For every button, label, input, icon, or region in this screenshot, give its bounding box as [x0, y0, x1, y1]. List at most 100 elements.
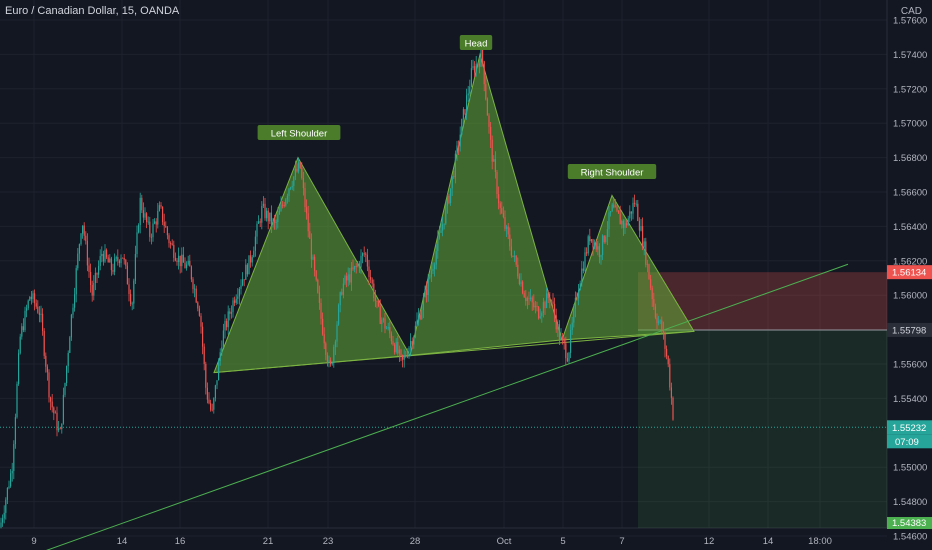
candle-body [187, 260, 189, 265]
candle-body [243, 279, 245, 281]
candle-body [416, 320, 418, 326]
candle-body [446, 196, 448, 206]
candle-body [366, 254, 368, 267]
candle-body [224, 321, 226, 331]
y-tick-label: 1.55600 [893, 360, 927, 371]
candle-body [253, 250, 255, 258]
candle-body [586, 252, 588, 254]
candle-body [482, 49, 484, 62]
candle-body [165, 226, 167, 228]
candle-body [520, 281, 522, 285]
candle-body [587, 236, 589, 254]
candle-body [5, 499, 7, 513]
candle-body [38, 312, 40, 315]
candle-body [189, 260, 191, 267]
candle-body [350, 267, 352, 283]
x-tick-label: 7 [619, 536, 624, 547]
candle-body [64, 383, 66, 395]
candle-body [78, 244, 80, 254]
candle-body [138, 225, 140, 233]
candle-body [360, 255, 362, 268]
candle-body [310, 238, 312, 260]
candle-body [342, 283, 344, 295]
candle-body [397, 341, 399, 354]
candle-body [250, 255, 252, 263]
candle-body [14, 417, 16, 445]
candle-body [398, 349, 400, 354]
y-tick-label: 1.56600 [893, 188, 927, 199]
candle-body [22, 326, 24, 331]
candle-body [574, 297, 576, 309]
candle-body [406, 355, 408, 357]
candle-body [538, 306, 540, 319]
candle-body [474, 66, 476, 73]
candle-body [499, 203, 501, 208]
candle-body [485, 84, 487, 100]
x-tick-label: Oct [497, 536, 512, 547]
candle-body [488, 115, 490, 127]
candle-body [421, 309, 423, 320]
candle-body [442, 224, 444, 231]
candle-body [562, 336, 564, 340]
candle-body [45, 355, 47, 367]
candle-body [206, 387, 208, 400]
candle-body [594, 242, 596, 248]
candle-body [656, 317, 658, 324]
candle-body [501, 207, 503, 214]
candle-body [555, 315, 557, 330]
candle-body [435, 251, 437, 265]
candle-body [581, 268, 583, 284]
candle-body [258, 221, 260, 224]
candle-body [136, 232, 138, 254]
candle-body [176, 260, 178, 263]
candle-body [331, 362, 333, 365]
target-price-tag-bg [887, 517, 932, 529]
candle-body [147, 221, 149, 223]
candle-body [549, 298, 551, 301]
candle-body [458, 145, 460, 147]
candle-body [146, 213, 148, 222]
candle-body [24, 310, 26, 331]
candle-body [272, 219, 274, 225]
candle-body [58, 428, 60, 431]
candle-body [186, 264, 188, 269]
x-tick-label: 12 [704, 536, 715, 547]
candle-body [208, 399, 210, 404]
y-tick-label: 1.56800 [893, 153, 927, 164]
candle-body [314, 256, 316, 271]
candle-body [637, 203, 639, 222]
candle-body [546, 293, 548, 309]
candle-body [376, 300, 378, 302]
candle-body [322, 318, 324, 335]
candle-body [205, 363, 207, 388]
candle-body [410, 341, 412, 348]
candle-body [307, 213, 309, 232]
candle-body [430, 270, 432, 277]
candle-body [530, 297, 532, 300]
candle-body [40, 313, 42, 315]
candle-body [18, 353, 20, 384]
candle-body [534, 305, 536, 308]
candle-body [450, 188, 452, 203]
candle-body [381, 319, 383, 324]
candle-body [16, 383, 18, 418]
candle-body [237, 296, 239, 299]
candle-body [378, 301, 380, 307]
candle-body [240, 285, 242, 290]
candle-body [238, 289, 240, 297]
trend-line [46, 263, 849, 550]
candle-body [96, 272, 98, 275]
candle-body [181, 254, 183, 267]
candle-body [672, 397, 674, 420]
candle-body [162, 206, 164, 223]
candle-body [80, 233, 82, 245]
candle-body [259, 221, 261, 223]
candle-body [123, 257, 125, 260]
candle-body [275, 222, 277, 223]
candle-body [56, 412, 58, 431]
candle-body [667, 356, 669, 365]
candle-body [514, 255, 516, 257]
x-tick-label: 23 [323, 536, 334, 547]
candle-body [616, 206, 618, 211]
